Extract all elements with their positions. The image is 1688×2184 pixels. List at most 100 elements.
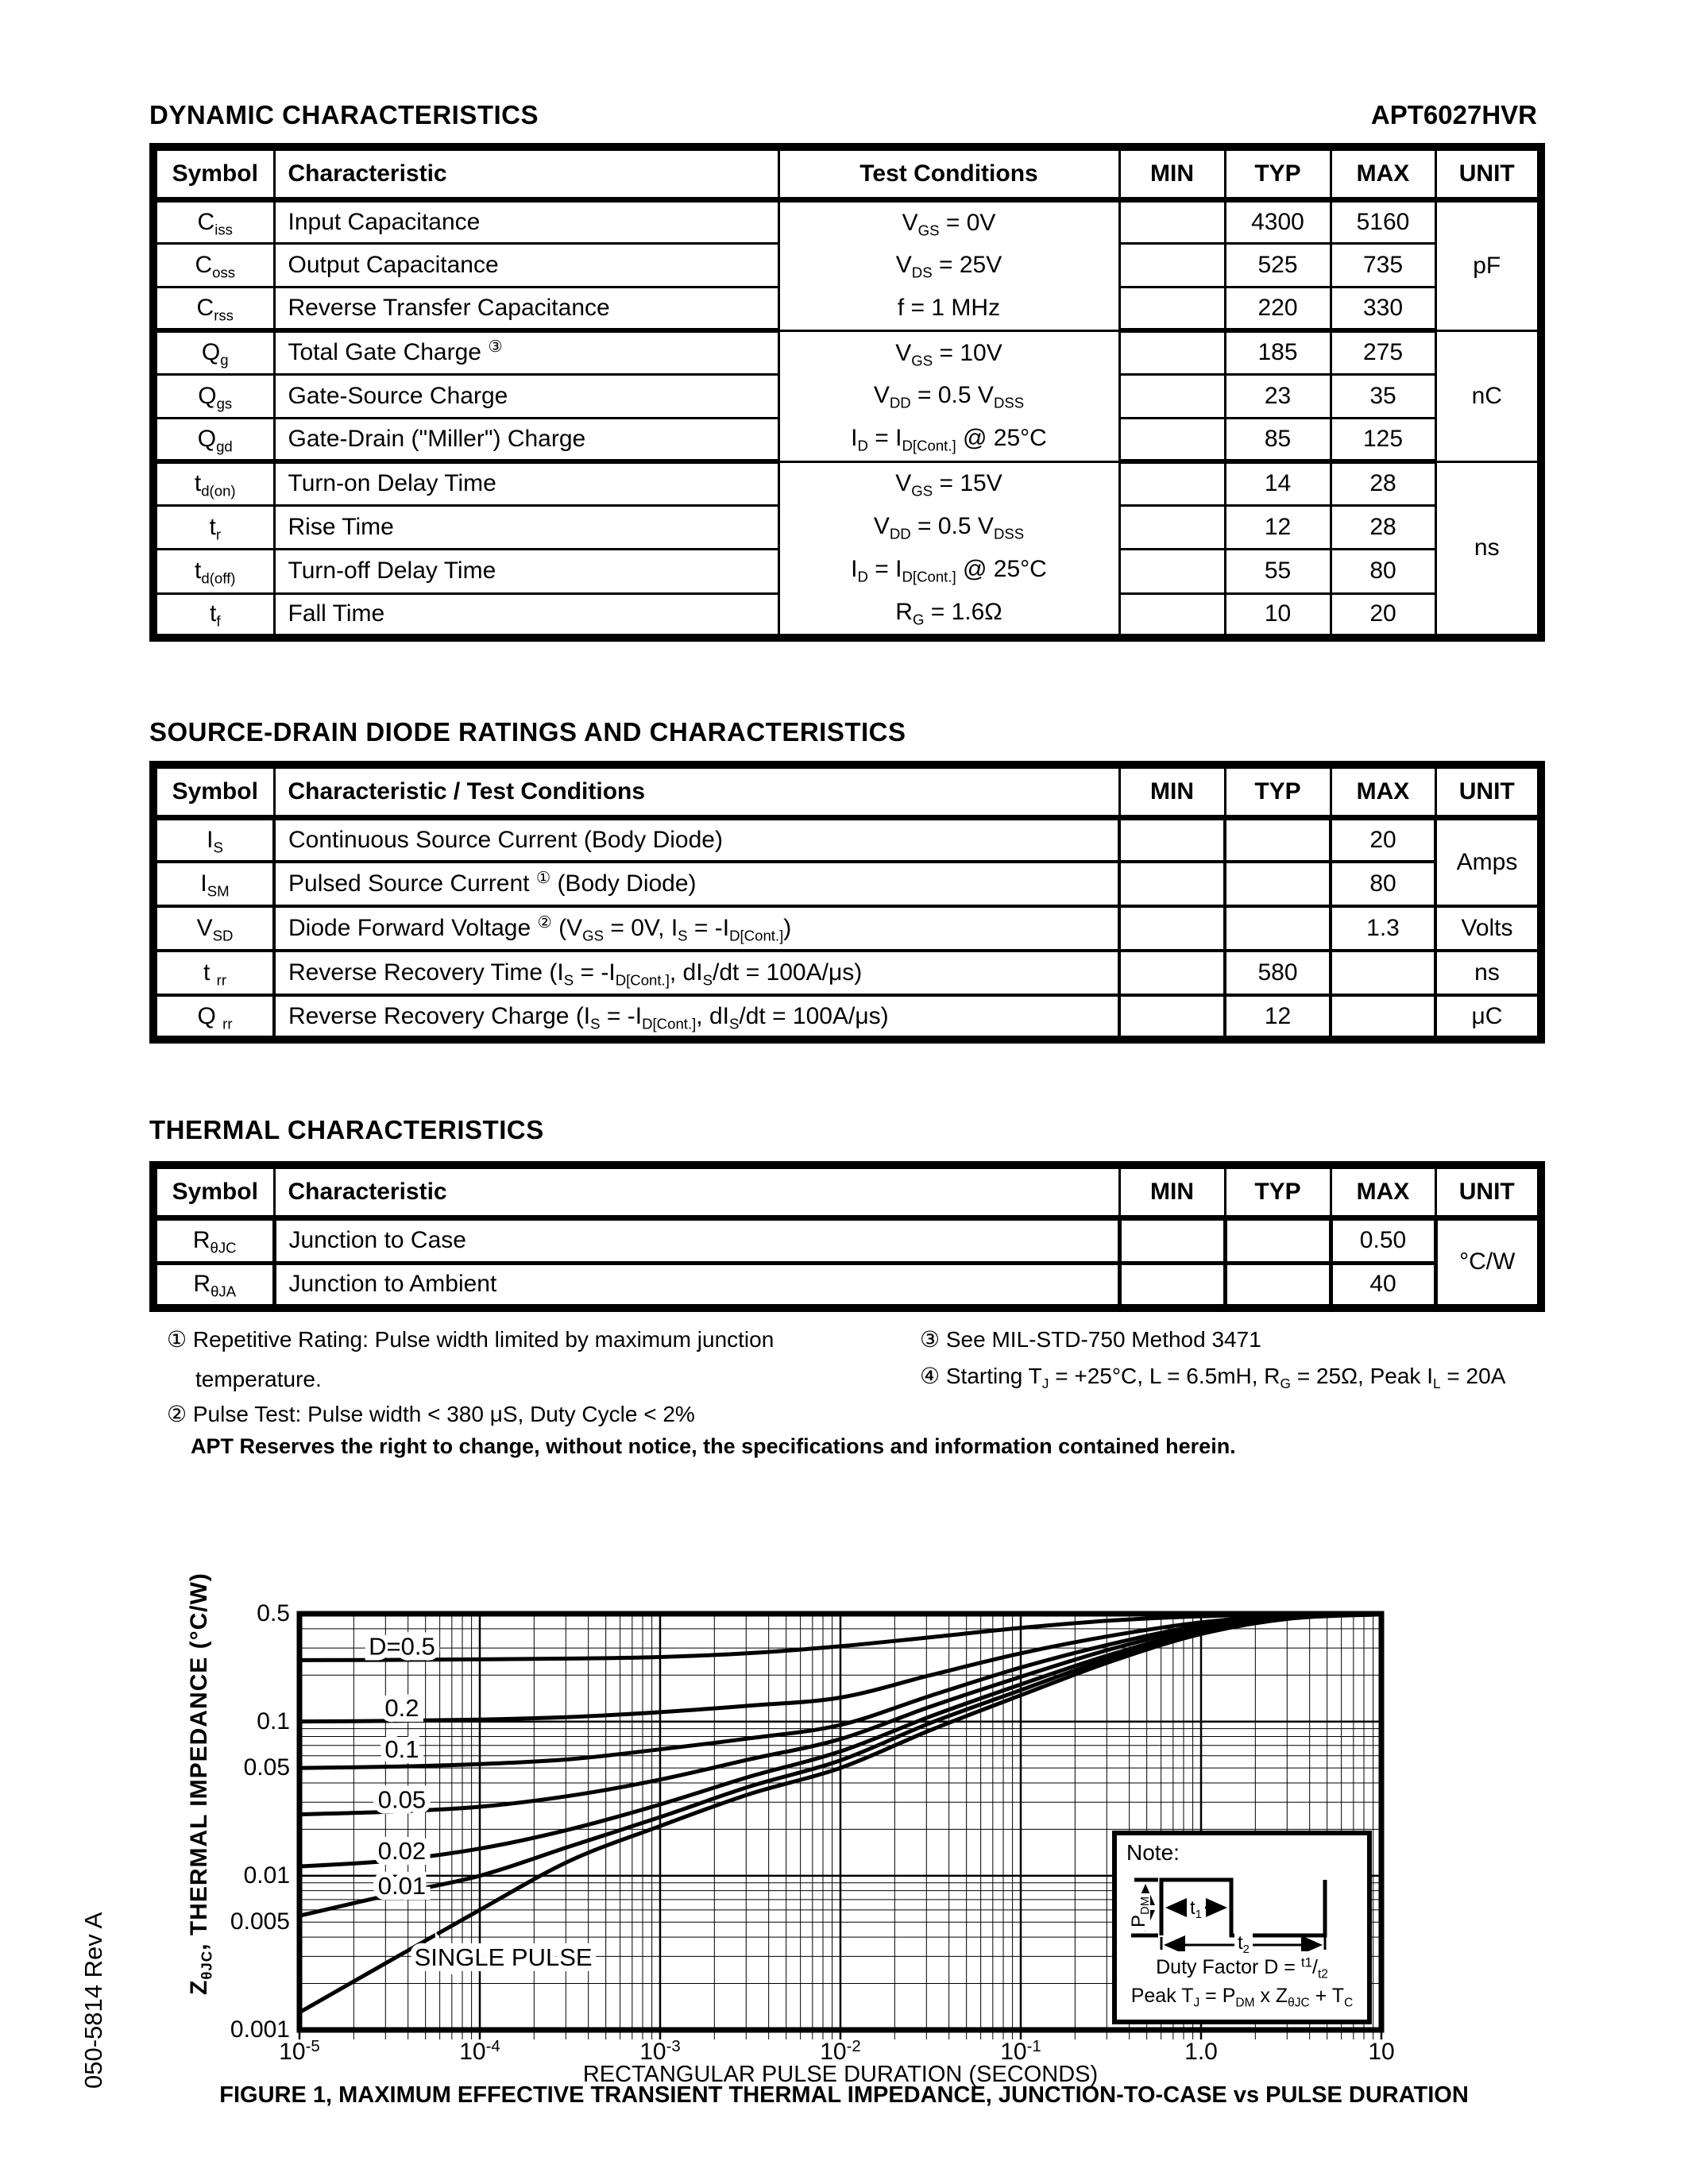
table-row: tr Rise Time 12 28	[152, 504, 1541, 551]
max-cell: 20	[1329, 592, 1437, 639]
characteristic-cell: Reverse Recovery Charge (IS = -ID[Cont.]…	[272, 994, 1121, 1041]
test-conditions-cell: VGS = 10V VDD = 0.5 VDSS ID = ID[Cont.] …	[777, 329, 1121, 463]
symbol-cell: ISM	[152, 860, 276, 908]
curve-label: SINGLE PULSE	[415, 1943, 593, 1971]
max-cell: 735	[1329, 241, 1437, 288]
max-cell: 1.3	[1329, 905, 1437, 952]
min-cell	[1118, 241, 1226, 288]
min-cell	[1118, 949, 1226, 997]
max-cell: 28	[1329, 460, 1437, 507]
symbol-cell: Qgs	[152, 372, 276, 419]
pdm-label: PDM	[1128, 1893, 1152, 1931]
part-number: APT6027HVR	[1370, 100, 1537, 129]
characteristic-cell: Input Capacitance	[272, 198, 780, 245]
typ-cell	[1223, 1215, 1333, 1265]
symbol-cell: td(on)	[152, 460, 276, 507]
document-revision-label: 050-5814 Rev A	[79, 1912, 107, 2089]
max-cell: 28	[1329, 504, 1437, 551]
typ-cell: 23	[1223, 372, 1332, 419]
curve-0.05	[299, 1614, 1381, 1817]
table-row: td(off) Turn-off Delay Time 55 80	[152, 548, 1541, 595]
symbol-cell: Coss	[152, 241, 276, 288]
typ-cell: 220	[1223, 285, 1332, 333]
typ-cell: 12	[1223, 994, 1332, 1041]
col-unit: UNIT	[1434, 145, 1543, 203]
min-cell	[1118, 504, 1226, 551]
max-cell: 5160	[1329, 198, 1437, 245]
unit-cell: nC	[1434, 329, 1543, 463]
col-characteristic: Characteristic	[272, 145, 780, 203]
max-cell: 275	[1329, 329, 1437, 376]
symbol-cell: t rr	[152, 949, 276, 997]
footnote-1: ① Repetitive Rating: Pulse width limited…	[167, 1327, 774, 1392]
test-conditions-cell: VGS = 0V VDS = 25V f = 1 MHz	[777, 198, 1121, 332]
min-cell	[1117, 1215, 1227, 1265]
min-cell	[1118, 860, 1226, 908]
max-cell: 125	[1329, 416, 1437, 464]
symbol-cell: tf	[152, 592, 276, 639]
duty-factor-formula: Duty Factor D = t1/t2	[1156, 1954, 1328, 1981]
condition-line: VGS = 15V	[895, 470, 1002, 500]
table-row: Q rr Reverse Recovery Charge (IS = -ID[C…	[152, 994, 1543, 1041]
symbol-cell: tr	[152, 504, 276, 551]
table-row: RθJC Junction to Case 0.50 °C/W	[151, 1215, 1543, 1310]
table-row: Qg Total Gate Charge ③ VGS = 10V VDD = 0…	[152, 329, 1543, 463]
max-cell	[1329, 994, 1437, 1041]
min-cell	[1118, 285, 1226, 333]
typ-cell: 525	[1223, 241, 1332, 288]
unit-cell: ns	[1434, 460, 1543, 639]
typ-cell	[1223, 816, 1332, 863]
characteristic-cell: Pulsed Source Current ① (Body Diode)	[272, 860, 1121, 908]
characteristic-cell: Turn-off Delay Time	[272, 548, 780, 595]
characteristic-cell: Gate-Drain ("Miller") Charge	[272, 416, 780, 464]
condition-line: VDS = 25V	[895, 252, 1002, 281]
max-cell: 20	[1329, 816, 1437, 863]
characteristic-cell: Junction to Ambient	[272, 1260, 1122, 1310]
characteristic-cell: Output Capacitance	[272, 241, 780, 288]
table-row: Qgs Gate-Source Charge 23 35	[152, 372, 1541, 419]
col-unit: UNIT	[1434, 1163, 1543, 1221]
table-row: Qgd Gate-Drain ("Miller") Charge 85 125	[152, 416, 1541, 464]
col-max: MAX	[1329, 145, 1437, 203]
t1-label: t1	[1187, 1897, 1205, 1921]
col-characteristic: Characteristic	[272, 1163, 1121, 1221]
symbol-cell: Q rr	[152, 994, 276, 1041]
typ-cell: 85	[1223, 416, 1332, 464]
dynamic-characteristics-table: Symbol Characteristic Test Conditions MI…	[149, 143, 1545, 642]
max-cell: 80	[1329, 548, 1437, 595]
table-row: Coss Output Capacitance 525 735	[152, 241, 1541, 288]
min-cell	[1118, 198, 1226, 245]
typ-cell	[1223, 1260, 1333, 1310]
symbol-cell: Qg	[152, 329, 276, 376]
characteristic-cell: Diode Forward Voltage ② (VGS = 0V, IS = …	[272, 905, 1121, 952]
table-row: RθJA Junction to Ambient 40	[151, 1260, 1541, 1310]
min-cell	[1118, 905, 1226, 952]
condition-line: ID = ID[Cont.] @ 25°C	[851, 424, 1047, 454]
curve-0.1	[299, 1614, 1381, 1770]
note-box-title: Note:	[1126, 1840, 1180, 1865]
min-cell	[1118, 329, 1226, 376]
typ-cell: 4300	[1223, 198, 1332, 245]
col-typ: TYP	[1223, 763, 1332, 820]
diode-table: Symbol Characteristic / Test Conditions …	[149, 761, 1545, 1044]
curve-label: 0.02	[378, 1837, 426, 1865]
table-header-row: Symbol Characteristic Test Conditions MI…	[152, 145, 1543, 203]
typ-cell	[1223, 905, 1332, 952]
typ-cell: 14	[1223, 460, 1332, 507]
thermal-section-title: THERMAL CHARACTERISTICS	[149, 1115, 544, 1144]
unit-cell: Volts	[1434, 905, 1543, 952]
condition-line: VGS = 10V	[895, 340, 1002, 369]
characteristic-cell: Reverse Transfer Capacitance	[272, 285, 780, 333]
unit-cell: pF	[1434, 198, 1543, 332]
symbol-cell: td(off)	[152, 548, 276, 595]
condition-line: RG = 1.6Ω	[895, 598, 1002, 628]
curve-label: 0.05	[378, 1786, 426, 1814]
unit-cell: Amps	[1434, 816, 1543, 908]
col-characteristic: Characteristic / Test Conditions	[272, 763, 1121, 820]
table-header-row: Symbol Characteristic MIN TYP MAX UNIT	[152, 1163, 1543, 1221]
min-cell	[1118, 816, 1226, 863]
table-row: Crss Reverse Transfer Capacitance 220 33…	[152, 285, 1541, 333]
t2-label: t2	[1234, 1932, 1253, 1956]
max-cell: 330	[1329, 285, 1437, 333]
